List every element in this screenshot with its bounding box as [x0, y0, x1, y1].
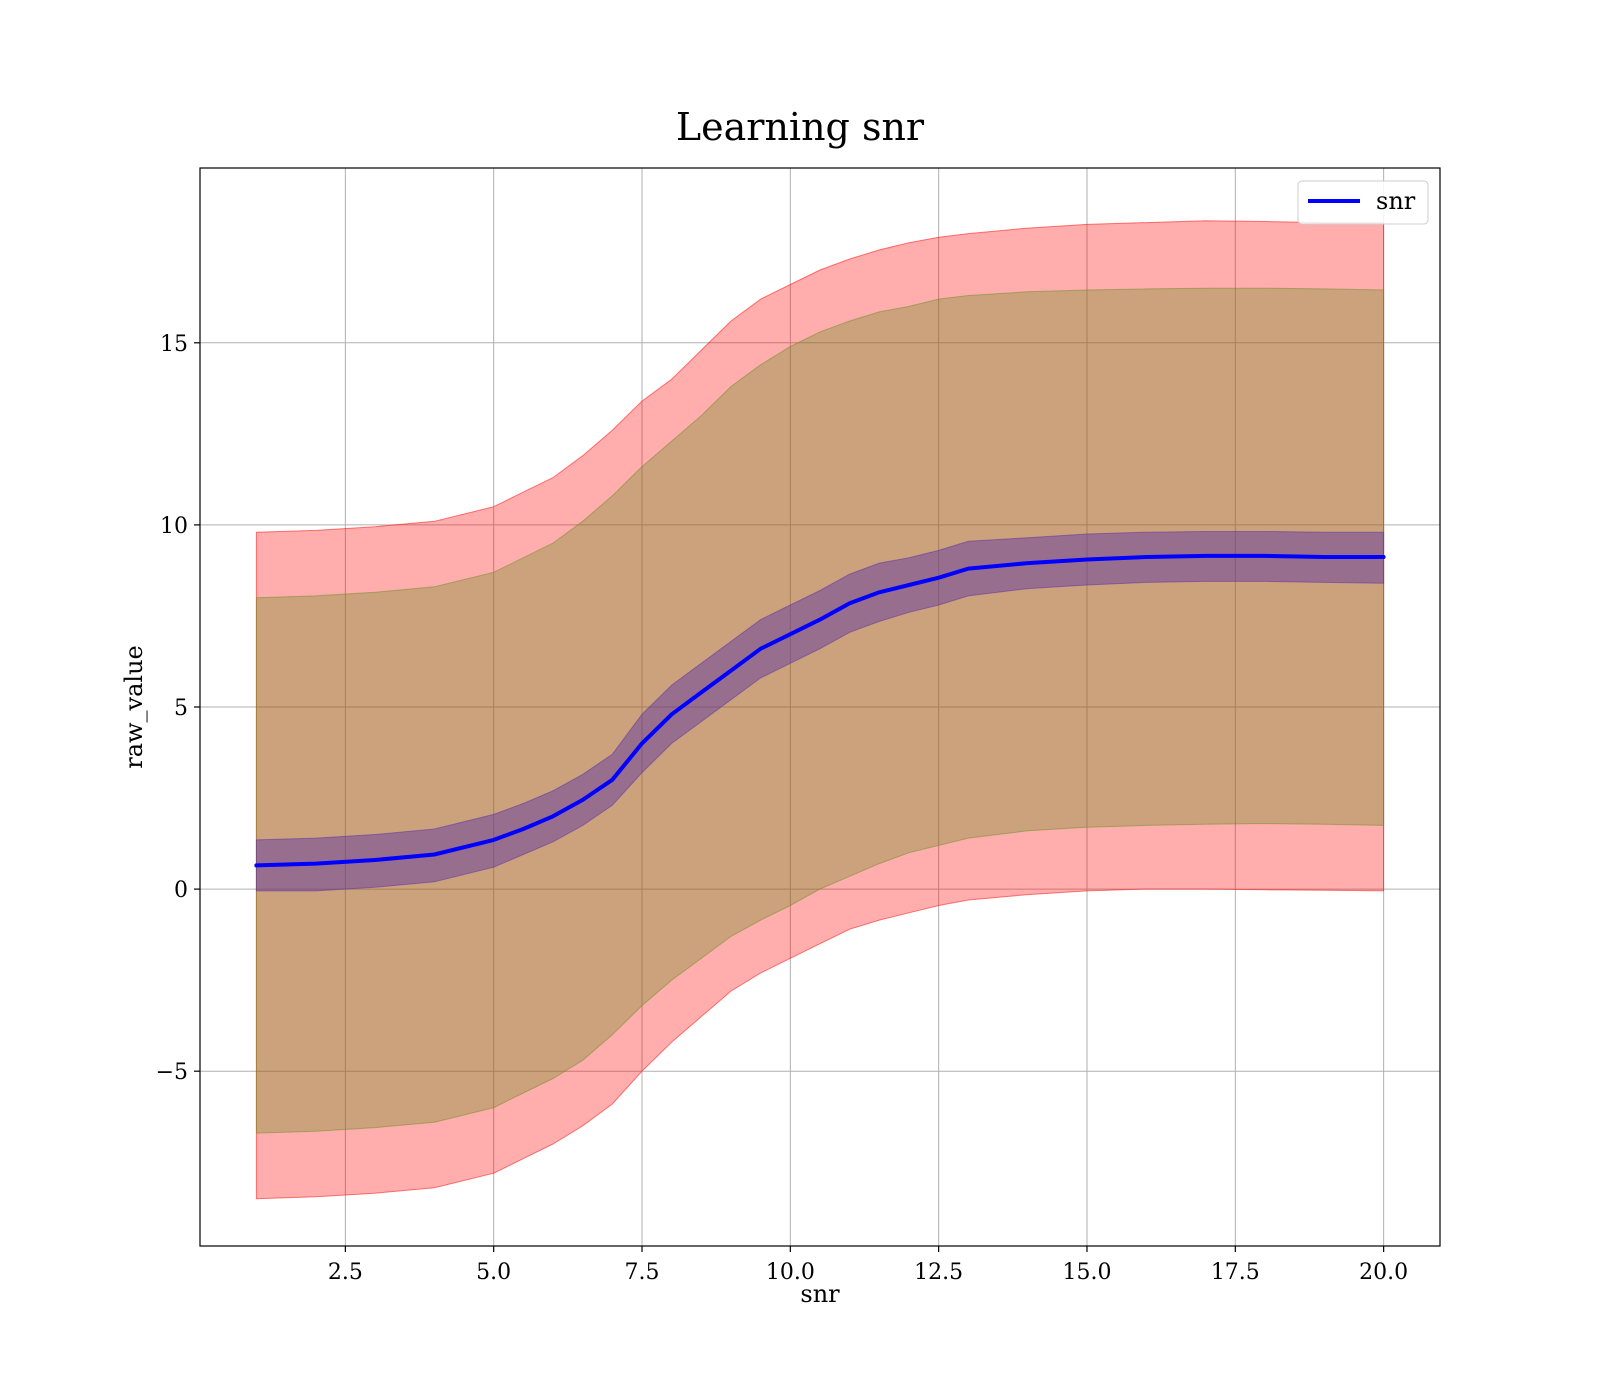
- x-tick-label-5: 15.0: [1062, 1260, 1111, 1285]
- band-0: [255, 220, 1385, 1200]
- y-tick-label-3: 10: [160, 514, 188, 539]
- legend: snr: [1297, 180, 1429, 225]
- legend-label-snr: snr: [1376, 187, 1416, 215]
- y-tick-label-4: 15: [160, 332, 188, 357]
- series-lines: [254, 553, 1386, 868]
- chart-title: Learning snr: [676, 105, 925, 149]
- y-tick-label-2: 5: [174, 696, 188, 721]
- y-axis-label: raw_value: [120, 645, 148, 769]
- confidence-bands: [255, 220, 1385, 1200]
- series-line-snr: [254, 553, 1386, 868]
- x-tick-label-2: 7.5: [625, 1260, 660, 1285]
- x-tick-label-7: 20.0: [1359, 1260, 1408, 1285]
- x-tick-label-6: 17.5: [1211, 1260, 1260, 1285]
- band-2: [255, 531, 1385, 892]
- x-axis-label: snr: [800, 1280, 840, 1308]
- band-1: [255, 287, 1385, 1134]
- y-axis-ticks: −5 0 5 10 15: [156, 332, 200, 1085]
- x-tick-label-4: 12.5: [914, 1260, 963, 1285]
- y-tick-label-0: −5: [156, 1060, 188, 1085]
- x-axis-ticks: 2.5 5.0 7.5 10.0 12.5 15.0 17.5 20.0: [328, 1246, 1408, 1285]
- legend-box: [1297, 180, 1429, 225]
- y-tick-label-1: 0: [174, 878, 188, 903]
- x-tick-label-1: 5.0: [476, 1260, 511, 1285]
- x-tick-label-0: 2.5: [328, 1260, 363, 1285]
- x-tick-label-3: 10.0: [766, 1260, 815, 1285]
